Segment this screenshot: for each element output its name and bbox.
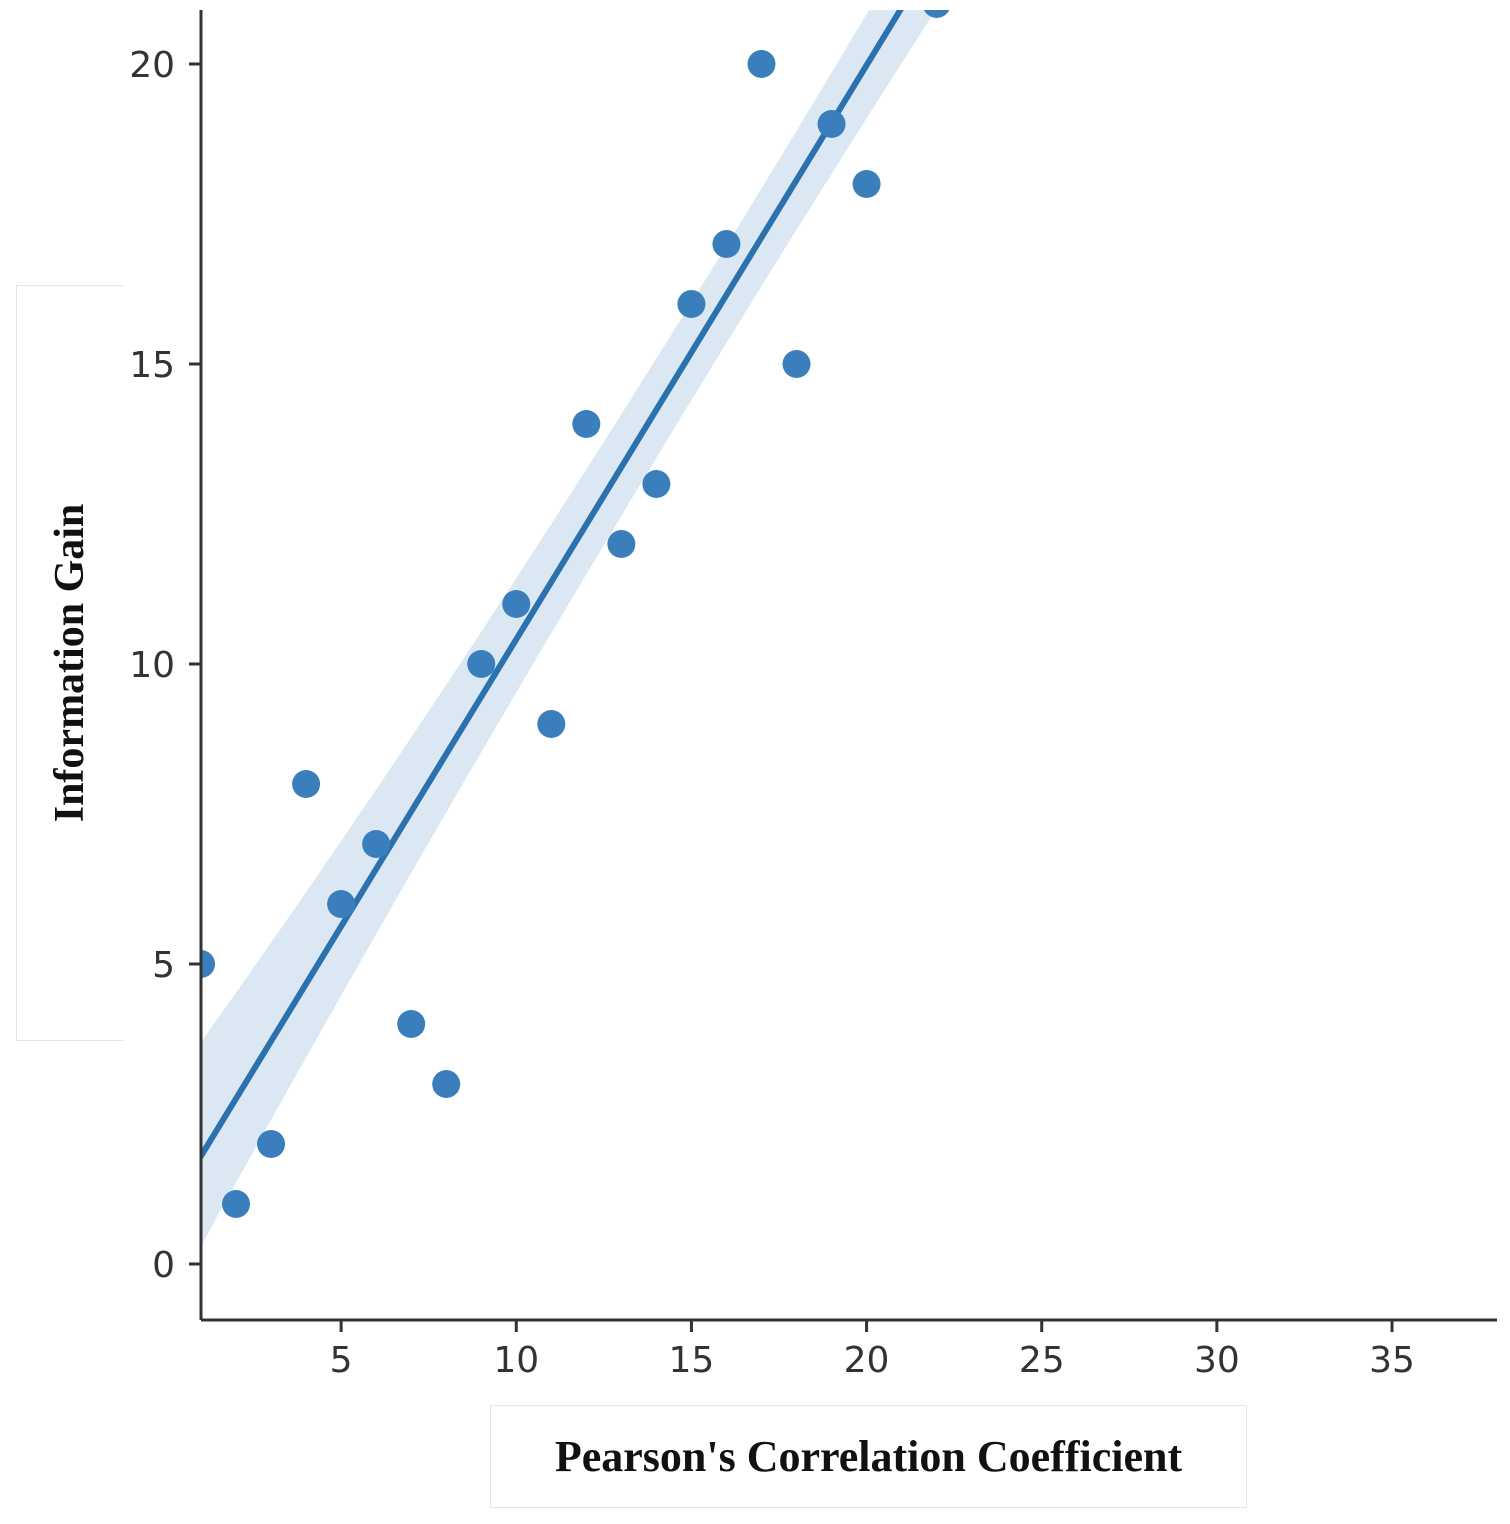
y-axis-label: Information Gain [47,503,93,823]
data-point [432,1070,461,1098]
data-point [712,230,741,258]
y-ticks: 0510152025303540 [129,45,201,1286]
y-tick-label: 0 [152,1245,175,1286]
y-tick-label: 15 [129,345,175,386]
y-axis-label-box [16,285,123,1041]
data-point [782,350,811,378]
data-point [292,770,321,798]
data-point [537,710,566,738]
x-tick-label: 20 [844,1340,890,1381]
confidence-band [201,10,936,1246]
data-point [677,290,706,318]
x-tick-label: 10 [493,1340,539,1381]
axes-layer [199,10,1497,1322]
data-point [817,110,846,138]
x-ticks: 5 10 15 20 25 30 35 [330,1320,1415,1381]
data-point [397,1010,426,1038]
data-point [607,530,636,558]
x-axis-label-box: Pearson's Correlation Coefficient [490,1405,1247,1508]
confidence-band-layer [201,10,936,1246]
y-tick-label: 20 [129,45,175,86]
data-point [923,10,950,18]
data-point [572,410,601,438]
data-point [327,890,356,918]
data-point [222,1190,251,1218]
data-points-layer [201,10,950,1218]
x-tick-label: 15 [669,1340,715,1381]
data-point [362,830,391,858]
x-tick-label: 35 [1369,1340,1415,1381]
y-tick-label: 10 [129,645,175,686]
data-point [502,590,531,618]
x-axis-label: Pearson's Correlation Coefficient [554,1432,1183,1481]
data-point [467,650,496,678]
regression-line [201,10,904,1159]
y-tick-label: 5 [152,945,175,986]
data-point [257,1130,286,1158]
x-tick-label: 30 [1194,1340,1240,1381]
data-point [852,170,881,198]
x-tick-label: 25 [1019,1340,1065,1381]
data-point [201,950,215,978]
data-point [642,470,671,498]
data-point [747,50,776,78]
regression-line-layer [201,10,904,1159]
x-tick-label: 5 [330,1340,353,1381]
